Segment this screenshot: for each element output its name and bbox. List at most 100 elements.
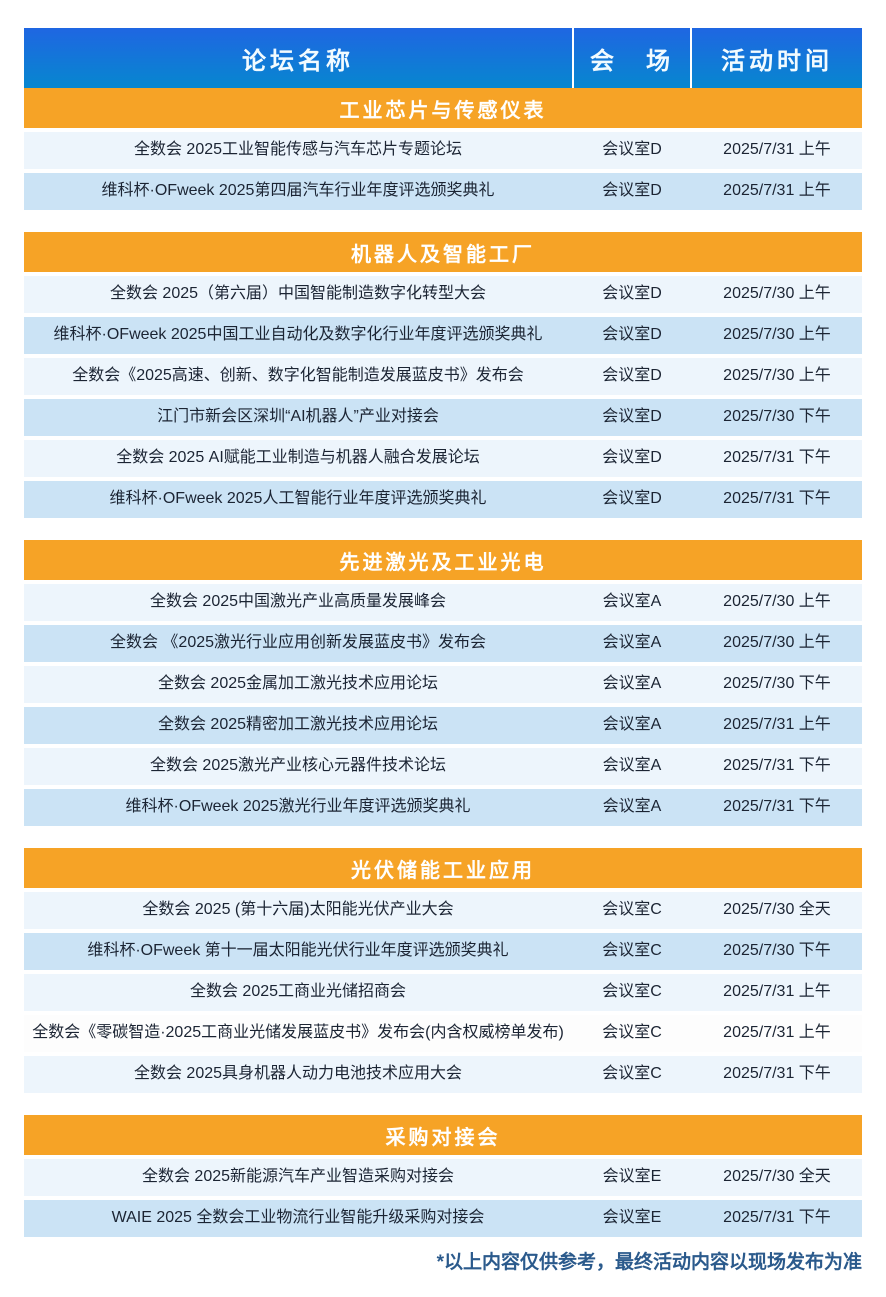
forum-row: 江门市新会区深圳“AI机器人”产业对接会 会议室D 2025/7/30 下午 [24, 399, 862, 436]
venue-cell: 会议室A [602, 675, 662, 693]
time-cell: 2025/7/30 下午 [723, 675, 831, 693]
forum-row: 全数会 2025 AI赋能工业制造与机器人融合发展论坛 会议室D 2025/7/31… [24, 440, 862, 477]
forum-name-cell: 全数会 2025 (第十六届)太阳能光伏产业大会 [142, 901, 454, 919]
forum-row: 全数会 2025激光产业核心元器件技术论坛 会议室A 2025/7/31 下午 [24, 748, 862, 785]
time-cell: 2025/7/31 下午 [723, 1065, 831, 1083]
forum-name-cell: 全数会 2025 AI赋能工业制造与机器人融合发展论坛 [116, 449, 480, 467]
time-cell: 2025/7/31 下午 [723, 1209, 831, 1227]
forum-row: 全数会 2025中国激光产业高质量发展峰会 会议室A 2025/7/30 上午 [24, 584, 862, 621]
forum-name-cell: 维科杯·OFweek 2025人工智能行业年度评选颁奖典礼 [109, 490, 487, 508]
time-cell: 2025/7/31 上午 [723, 1024, 831, 1042]
forum-name-cell: 全数会 2025工商业光储招商会 [189, 983, 407, 1001]
venue-cell: 会议室D [602, 326, 662, 344]
forum-row: 全数会 2025具身机器人动力电池技术应用大会 会议室C 2025/7/31 下午 [24, 1056, 862, 1093]
forum-row: 全数会 2025 (第十六届)太阳能光伏产业大会 会议室C 2025/7/30 全天 [24, 892, 862, 929]
forum-row: 全数会《零碳智造·2025工商业光储发展蓝皮书》发布会(内含权威榜单发布) 会议室… [24, 1015, 862, 1052]
section-title: 机器人及智能工厂 [24, 232, 862, 272]
column-header-forum-name: 论坛名称 [242, 47, 354, 75]
forum-name-cell: 维科杯·OFweek 2025第四届汽车行业年度评选颁奖典礼 [101, 182, 495, 200]
time-cell: 2025/7/31 下午 [723, 798, 831, 816]
venue-cell: 会议室C [602, 942, 662, 960]
venue-cell: 会议室A [602, 634, 662, 652]
time-cell: 2025/7/31 上午 [723, 983, 831, 1001]
venue-cell: 会议室E [602, 1168, 662, 1186]
section-title: 光伏储能工业应用 [24, 848, 862, 888]
forum-row: 维科杯·OFweek 2025中国工业自动化及数字化行业年度评选颁奖典礼 会议室D… [24, 317, 862, 354]
time-cell: 2025/7/31 下午 [723, 490, 831, 508]
forum-name-cell: 全数会《零碳智造·2025工商业光储发展蓝皮书》发布会(内含权威榜单发布) [32, 1024, 564, 1042]
forum-row: 维科杯·OFweek 2025人工智能行业年度评选颁奖典礼 会议室D 2025/7/… [24, 481, 862, 518]
venue-cell: 会议室A [602, 757, 662, 775]
forum-row: 全数会《2025高速、创新、数字化智能制造发展蓝皮书》发布会 会议室D 2025/7… [24, 358, 862, 395]
time-cell: 2025/7/30 上午 [723, 593, 831, 611]
time-cell: 2025/7/30 下午 [723, 942, 831, 960]
time-cell: 2025/7/31 上午 [723, 182, 831, 200]
forum-name-cell: WAIE 2025 全数会工业物流行业智能升级采购对接会 [111, 1209, 485, 1227]
forum-row: 全数会 2025（第六届）中国智能制造数字化转型大会 会议室D 2025/7/30 … [24, 276, 862, 313]
venue-cell: 会议室C [602, 901, 662, 919]
time-cell: 2025/7/31 下午 [723, 449, 831, 467]
venue-cell: 会议室E [602, 1209, 662, 1227]
venue-cell: 会议室C [602, 983, 662, 1001]
table-body: 工业芯片与传感仪表 全数会 2025工业智能传感与汽车芯片专题论坛 会议室D 2025… [24, 88, 862, 1237]
forum-row: 维科杯·OFweek 2025激光行业年度评选颁奖典礼 会议室A 2025/7/31… [24, 789, 862, 826]
forum-row: 维科杯·OFweek 第十一届太阳能光伏行业年度评选颁奖典礼 会议室C 2025/7… [24, 933, 862, 970]
forum-name-cell: 全数会 《2025激光行业应用创新发展蓝皮书》发布会 [109, 634, 487, 652]
time-cell: 2025/7/30 全天 [723, 1168, 831, 1186]
column-header-venue: 会 场 [572, 28, 692, 88]
venue-cell: 会议室D [602, 408, 662, 426]
time-cell: 2025/7/31 上午 [723, 141, 831, 159]
forum-name-cell: 全数会 2025精密加工激光技术应用论坛 [157, 716, 439, 734]
forum-row: 全数会 2025精密加工激光技术应用论坛 会议室A 2025/7/31 上午 [24, 707, 862, 744]
disclaimer-note: *以上内容仅供参考，最终活动内容以现场发布为准 [436, 1252, 862, 1273]
forum-name-cell: 全数会 2025具身机器人动力电池技术应用大会 [133, 1065, 463, 1083]
forum-row: WAIE 2025 全数会工业物流行业智能升级采购对接会 会议室E 2025/7/3… [24, 1200, 862, 1237]
schedule-section-4: 光伏储能工业应用 全数会 2025 (第十六届)太阳能光伏产业大会 会议室C 2025… [24, 848, 862, 1093]
column-header-activity-time: 活动时间 [721, 47, 833, 75]
forum-name-cell: 全数会 2025金属加工激光技术应用论坛 [157, 675, 439, 693]
schedule-section-3: 先进激光及工业光电 全数会 2025中国激光产业高质量发展峰会 会议室A 2025/7… [24, 540, 862, 826]
forum-name-cell: 全数会 2025激光产业核心元器件技术论坛 [149, 757, 447, 775]
time-cell: 2025/7/30 上午 [723, 285, 831, 303]
time-cell: 2025/7/31 上午 [723, 716, 831, 734]
forum-name-cell: 全数会 2025中国激光产业高质量发展峰会 [149, 593, 447, 611]
section-title: 采购对接会 [24, 1115, 862, 1155]
time-cell: 2025/7/30 上午 [723, 367, 831, 385]
venue-cell: 会议室D [602, 285, 662, 303]
time-cell: 2025/7/31 下午 [723, 757, 831, 775]
venue-cell: 会议室D [602, 182, 662, 200]
venue-cell: 会议室D [602, 141, 662, 159]
forum-row: 全数会 2025工商业光储招商会 会议室C 2025/7/31 上午 [24, 974, 862, 1011]
forum-row: 全数会 《2025激光行业应用创新发展蓝皮书》发布会 会议室A 2025/7/30 … [24, 625, 862, 662]
venue-cell: 会议室C [602, 1024, 662, 1042]
time-cell: 2025/7/30 上午 [723, 326, 831, 344]
time-cell: 2025/7/30 下午 [723, 408, 831, 426]
forum-row: 全数会 2025工业智能传感与汽车芯片专题论坛 会议室D 2025/7/31 上午 [24, 132, 862, 169]
forum-name-cell: 全数会 2025（第六届）中国智能制造数字化转型大会 [109, 285, 487, 303]
venue-cell: 会议室D [602, 490, 662, 508]
venue-cell: 会议室A [602, 716, 662, 734]
forum-name-cell: 江门市新会区深圳“AI机器人”产业对接会 [157, 408, 439, 426]
forum-name-cell: 维科杯·OFweek 第十一届太阳能光伏行业年度评选颁奖典礼 [87, 942, 509, 960]
schedule-section-1: 工业芯片与传感仪表 全数会 2025工业智能传感与汽车芯片专题论坛 会议室D 2025… [24, 88, 862, 210]
venue-cell: 会议室C [602, 1065, 662, 1083]
forum-name-cell: 全数会 2025新能源汽车产业智造采购对接会 [141, 1168, 455, 1186]
venue-cell: 会议室D [602, 367, 662, 385]
forum-schedule-page: 论坛名称 会 场 活动时间 工业芯片与传感仪表 全数会 2025工业智能传感与汽车… [0, 28, 886, 1297]
section-title: 工业芯片与传感仪表 [24, 88, 862, 128]
forum-name-cell: 全数会《2025高速、创新、数字化智能制造发展蓝皮书》发布会 [72, 367, 524, 385]
forum-row: 全数会 2025新能源汽车产业智造采购对接会 会议室E 2025/7/30 全天 [24, 1159, 862, 1196]
forum-row: 全数会 2025金属加工激光技术应用论坛 会议室A 2025/7/30 下午 [24, 666, 862, 703]
time-cell: 2025/7/30 上午 [723, 634, 831, 652]
venue-cell: 会议室A [602, 593, 662, 611]
forum-row: 维科杯·OFweek 2025第四届汽车行业年度评选颁奖典礼 会议室D 2025/7… [24, 173, 862, 210]
schedule-section-5: 采购对接会 全数会 2025新能源汽车产业智造采购对接会 会议室E 2025/7/30… [24, 1115, 862, 1237]
section-title: 先进激光及工业光电 [24, 540, 862, 580]
forum-name-cell: 全数会 2025工业智能传感与汽车芯片专题论坛 [133, 141, 463, 159]
time-cell: 2025/7/30 全天 [723, 901, 831, 919]
table-header-row: 论坛名称 会 场 活动时间 [24, 28, 862, 88]
forum-name-cell: 维科杯·OFweek 2025中国工业自动化及数字化行业年度评选颁奖典礼 [53, 326, 543, 344]
venue-cell: 会议室D [602, 449, 662, 467]
forum-name-cell: 维科杯·OFweek 2025激光行业年度评选颁奖典礼 [125, 798, 471, 816]
venue-cell: 会议室A [602, 798, 662, 816]
